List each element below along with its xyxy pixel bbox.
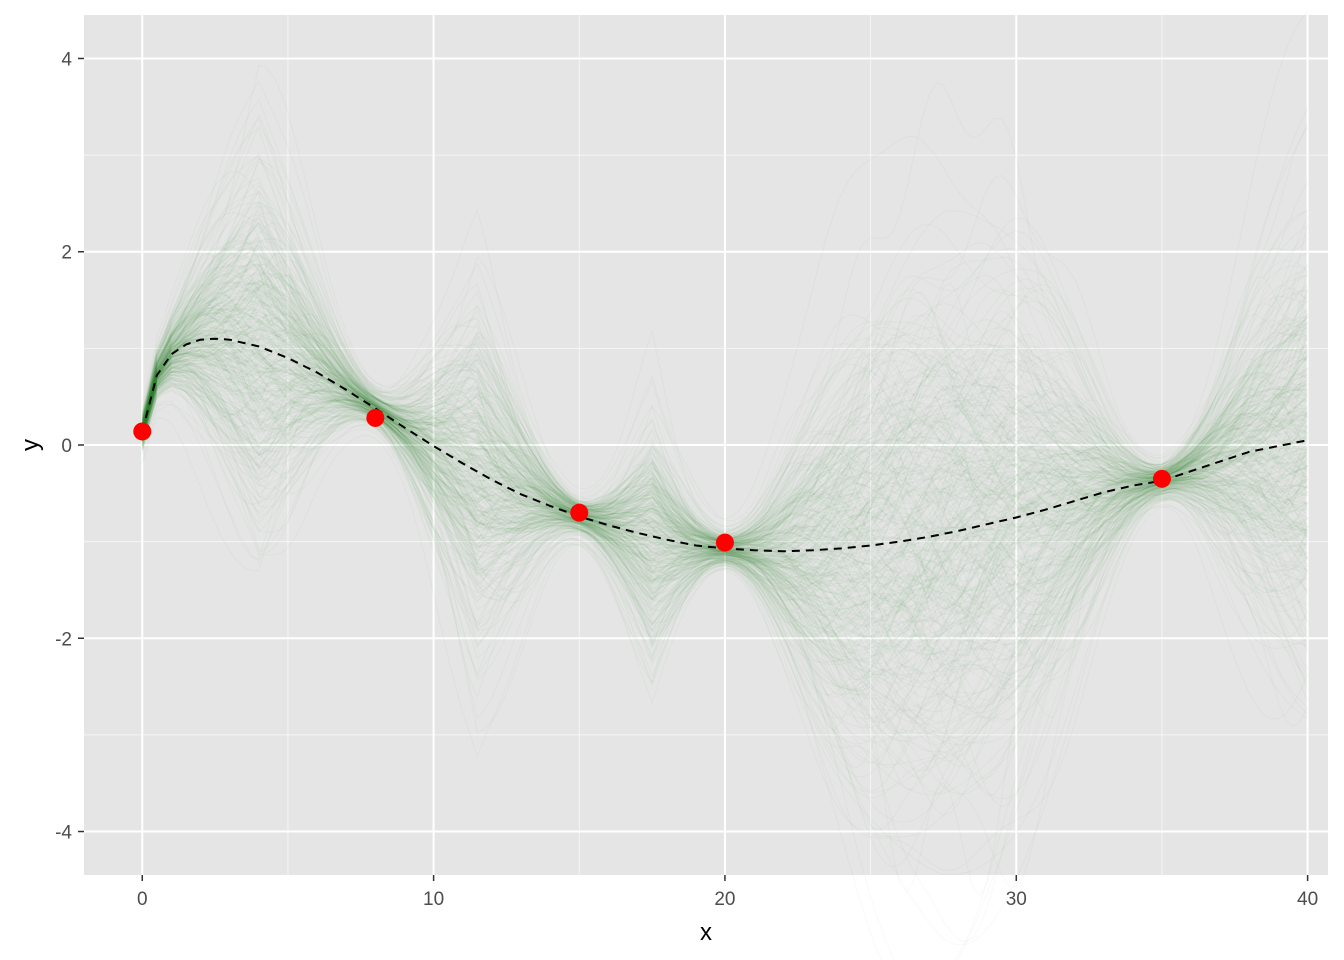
- y-tick-label: -2: [55, 629, 72, 650]
- y-tick-label: -4: [55, 823, 72, 844]
- y-tick-label: 2: [61, 243, 72, 264]
- observation-point: [715, 533, 734, 552]
- observation-point: [366, 408, 385, 427]
- observation-points: [133, 408, 1171, 552]
- observation-point: [570, 503, 589, 522]
- x-axis: 0 10 20 30 40: [137, 875, 1318, 910]
- x-tick-label: 0: [137, 889, 148, 910]
- y-axis-title: y: [17, 439, 44, 451]
- mean-curve: [141, 337, 1308, 553]
- grid-major: [84, 15, 1328, 875]
- x-tick-label: 10: [423, 889, 444, 910]
- y-tick-label: 4: [61, 49, 72, 70]
- observation-point: [133, 422, 152, 441]
- x-tick-label: 40: [1297, 889, 1318, 910]
- observation-point: [1152, 469, 1171, 488]
- y-axis: -4 -2 0 2 4: [55, 49, 84, 844]
- x-tick-label: 20: [714, 889, 735, 910]
- x-tick-label: 30: [1006, 889, 1027, 910]
- y-tick-label: 0: [61, 436, 72, 457]
- x-axis-title: x: [700, 919, 712, 946]
